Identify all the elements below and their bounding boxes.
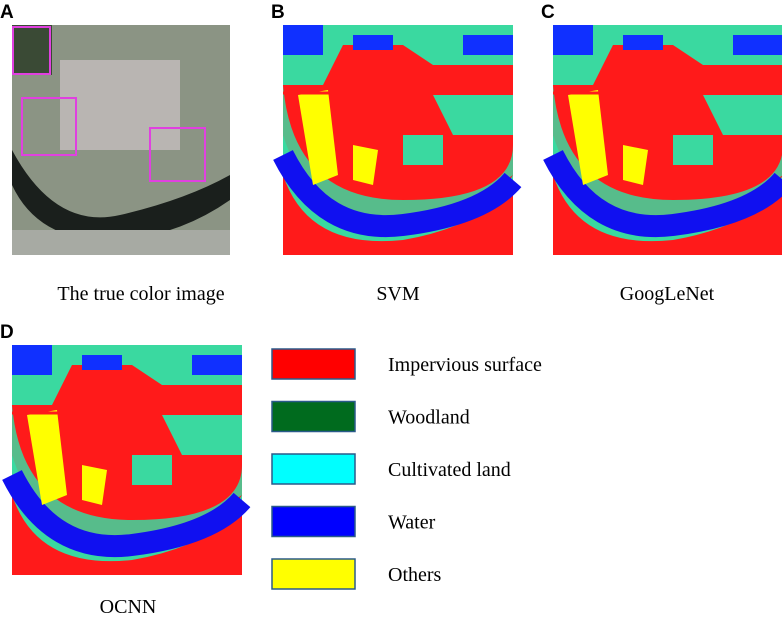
legend-label: Woodland <box>388 407 470 429</box>
legend-swatch <box>271 400 356 433</box>
googlenet-map <box>553 25 782 255</box>
caption: SVM <box>376 283 420 305</box>
legend-label: Cultivated land <box>388 459 511 481</box>
caption: The true color image <box>57 283 224 305</box>
legend-swatch <box>271 558 356 590</box>
panel-letter: D <box>0 322 14 343</box>
legend-label: Impervious surface <box>388 354 542 376</box>
legend-label: Others <box>388 564 442 586</box>
panel-letter: B <box>271 2 285 23</box>
caption: GoogLeNet <box>620 283 715 305</box>
ocnn-map <box>12 345 242 575</box>
legend-swatch <box>271 453 356 485</box>
panel-letter: C <box>541 2 555 23</box>
legend-swatch <box>271 505 356 538</box>
legend: Impervious surface Woodland Cultivated lan… <box>271 348 542 590</box>
svm-map <box>283 25 513 255</box>
panel-letter: A <box>0 2 14 23</box>
true-color-image <box>12 25 230 255</box>
caption: OCNN <box>100 596 157 618</box>
legend-label: Water <box>388 512 436 534</box>
legend-swatch <box>271 348 356 380</box>
